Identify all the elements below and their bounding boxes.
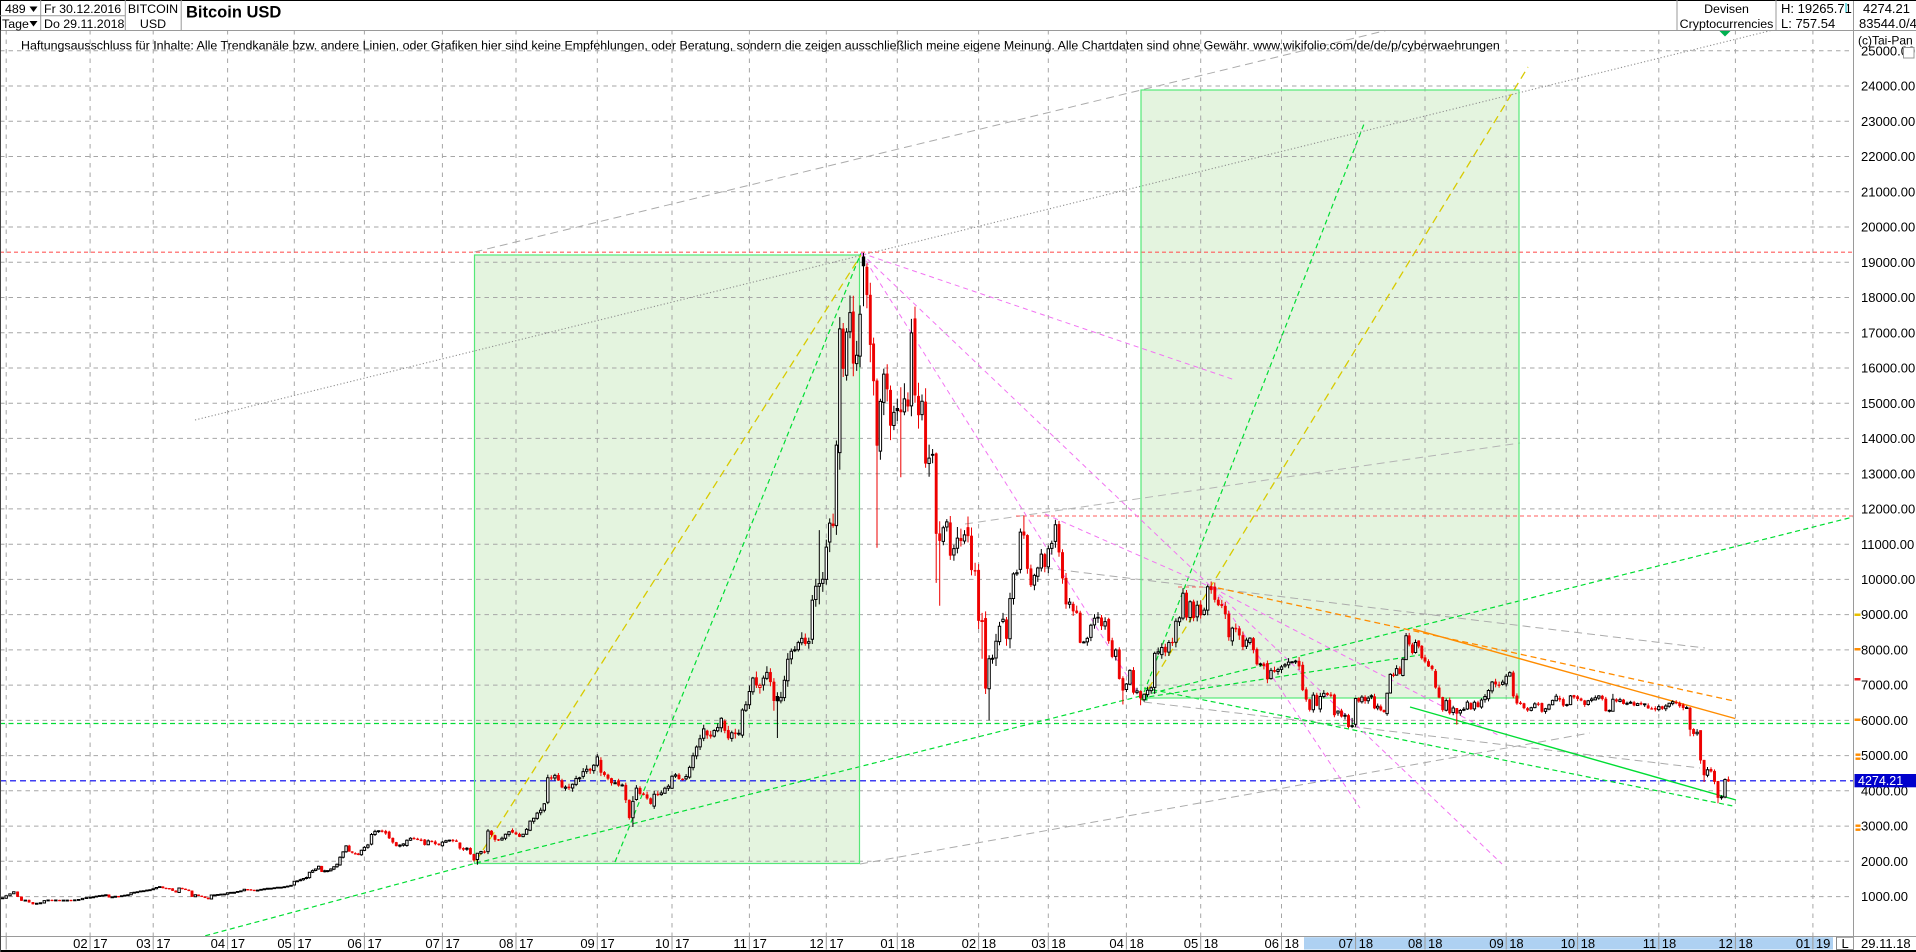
svg-text:17: 17	[752, 936, 766, 951]
svg-text:18: 18	[1738, 936, 1752, 951]
svg-text:05: 05	[1184, 936, 1198, 951]
svg-text:08: 08	[499, 936, 513, 951]
svg-text:01: 01	[880, 936, 894, 951]
svg-text:04: 04	[1109, 936, 1123, 951]
svg-text:17: 17	[675, 936, 689, 951]
svg-text:17: 17	[829, 936, 843, 951]
svg-text:Haftungsausschluss für Inhalte: Haftungsausschluss für Inhalte: Alle Tre…	[21, 39, 1500, 53]
svg-text:24000.00: 24000.00	[1861, 79, 1915, 94]
svg-text:18: 18	[1204, 936, 1218, 951]
svg-text:18: 18	[1129, 936, 1143, 951]
svg-text:7000.00: 7000.00	[1861, 678, 1908, 693]
svg-text:2000.00: 2000.00	[1861, 854, 1908, 869]
svg-text:07: 07	[1339, 936, 1353, 951]
svg-text:18: 18	[1662, 936, 1676, 951]
svg-text:BITCOIN: BITCOIN	[128, 2, 178, 16]
svg-text:18: 18	[982, 936, 996, 951]
svg-text:18: 18	[1359, 936, 1373, 951]
svg-text:19: 19	[1816, 936, 1830, 951]
svg-text:1000.00: 1000.00	[1861, 889, 1908, 904]
svg-text:16000.00: 16000.00	[1861, 361, 1915, 376]
svg-text:H: 19265.71: H: 19265.71	[1781, 1, 1852, 16]
svg-text:(c)Tai-Pan: (c)Tai-Pan	[1858, 34, 1913, 48]
svg-text:17: 17	[231, 936, 245, 951]
svg-text:17000.00: 17000.00	[1861, 325, 1915, 340]
svg-text:19000.00: 19000.00	[1861, 255, 1915, 270]
svg-text:USD: USD	[140, 17, 166, 31]
svg-text:Devisen: Devisen	[1704, 2, 1749, 16]
svg-text:9000.00: 9000.00	[1861, 607, 1908, 622]
svg-text:Cryptocurrencies: Cryptocurrencies	[1680, 17, 1774, 31]
svg-text:17: 17	[297, 936, 311, 951]
svg-text:4274.21: 4274.21	[1863, 1, 1910, 16]
svg-text:17: 17	[445, 936, 459, 951]
svg-text:02: 02	[73, 936, 87, 951]
svg-text:02: 02	[962, 936, 976, 951]
svg-text:13000.00: 13000.00	[1861, 466, 1915, 481]
svg-text:Tage: Tage	[2, 17, 29, 31]
svg-text:03: 03	[1031, 936, 1045, 951]
svg-text:21000.00: 21000.00	[1861, 184, 1915, 199]
svg-text:17: 17	[600, 936, 614, 951]
svg-text:03: 03	[136, 936, 150, 951]
svg-text:18: 18	[1509, 936, 1523, 951]
svg-text:09: 09	[1489, 936, 1503, 951]
svg-text:18: 18	[1581, 936, 1595, 951]
svg-text:12: 12	[809, 936, 823, 951]
svg-text:L: 757.54: L: 757.54	[1781, 16, 1835, 31]
svg-text:04: 04	[211, 936, 225, 951]
svg-text:10: 10	[1561, 936, 1575, 951]
svg-text:08: 08	[1408, 936, 1422, 951]
svg-text:01: 01	[1796, 936, 1810, 951]
svg-text:18: 18	[900, 936, 914, 951]
svg-text:06: 06	[347, 936, 361, 951]
svg-text:12: 12	[1718, 936, 1732, 951]
svg-text:5000.00: 5000.00	[1861, 748, 1908, 763]
svg-text:25000.00: 25000.00	[1861, 43, 1915, 58]
svg-text:15000.00: 15000.00	[1861, 396, 1915, 411]
svg-text:489: 489	[5, 2, 26, 16]
svg-text:Bitcoin USD: Bitcoin USD	[186, 4, 281, 22]
svg-text:17: 17	[519, 936, 533, 951]
svg-text:11000.00: 11000.00	[1861, 537, 1914, 552]
svg-text:4274.21: 4274.21	[1858, 774, 1903, 788]
svg-text:11: 11	[1643, 936, 1657, 951]
svg-text:22000.00: 22000.00	[1861, 149, 1915, 164]
svg-text:Do 29.11.2018: Do 29.11.2018	[44, 17, 124, 31]
svg-text:10000.00: 10000.00	[1861, 572, 1915, 587]
svg-text:18: 18	[1428, 936, 1442, 951]
svg-text:3000.00: 3000.00	[1861, 819, 1908, 834]
svg-text:L: L	[1842, 936, 1849, 951]
svg-text:06: 06	[1265, 936, 1279, 951]
svg-text:6000.00: 6000.00	[1861, 713, 1908, 728]
svg-text:17: 17	[93, 936, 107, 951]
svg-text:Fr 30.12.2016: Fr 30.12.2016	[44, 2, 121, 16]
svg-text:20000.00: 20000.00	[1861, 220, 1915, 235]
svg-text:18000.00: 18000.00	[1861, 290, 1915, 305]
svg-text:83544.0/43: 83544.0/43	[1859, 16, 1916, 31]
svg-text:09: 09	[580, 936, 594, 951]
svg-text:10: 10	[655, 936, 669, 951]
svg-text:07: 07	[425, 936, 439, 951]
svg-text:17: 17	[156, 936, 170, 951]
svg-text:14000.00: 14000.00	[1861, 431, 1915, 446]
svg-text:18: 18	[1285, 936, 1299, 951]
svg-text:17: 17	[367, 936, 381, 951]
svg-text:18: 18	[1051, 936, 1065, 951]
svg-text:11: 11	[733, 936, 747, 951]
svg-text:8000.00: 8000.00	[1861, 643, 1908, 658]
svg-text:05: 05	[277, 936, 291, 951]
svg-text:23000.00: 23000.00	[1861, 114, 1915, 129]
svg-text:12000.00: 12000.00	[1861, 502, 1915, 517]
svg-text:29.11.18: 29.11.18	[1861, 936, 1911, 951]
